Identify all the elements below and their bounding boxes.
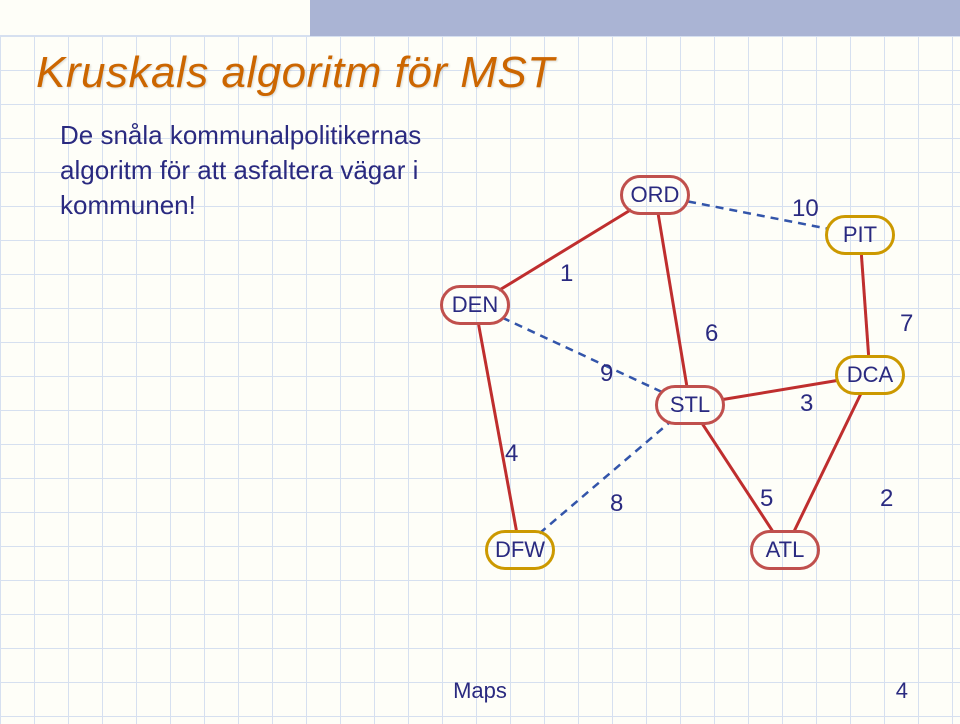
edge-weight-ord-pit: 10 — [792, 195, 819, 223]
footer-label: Maps — [0, 678, 960, 704]
node-dfw: DFW — [485, 530, 555, 570]
slide-title: Kruskals algoritm för MST — [36, 48, 555, 98]
node-stl: STL — [655, 385, 725, 425]
node-atl: ATL — [750, 530, 820, 570]
edge-weight-pit-dca: 7 — [900, 310, 913, 338]
mst-graph: ORD PIT DEN STL DCA DFW ATL 1 10 4 6 9 7 3 8 5 2 — [400, 150, 940, 630]
edge-weight-stl-atl: 5 — [760, 485, 773, 513]
edge-weight-dfw-stl: 8 — [610, 490, 623, 518]
edge-dfw-stl — [539, 422, 670, 534]
edge-weight-ord-stl: 6 — [705, 320, 718, 348]
edge-weight-den-dfw: 4 — [505, 440, 518, 468]
top-strip — [0, 0, 960, 36]
edge-weight-stl-dca: 3 — [800, 390, 813, 418]
edge-stl-atl — [702, 424, 772, 532]
edge-weight-den-ord: 1 — [560, 260, 573, 288]
node-ord: ORD — [620, 175, 690, 215]
slide-description: De snåla kommunalpolitikernas algoritm f… — [60, 118, 440, 223]
edge-weight-den-stl: 9 — [600, 360, 613, 388]
node-den: DEN — [440, 285, 510, 325]
edge-stl-dca — [724, 381, 837, 400]
page-number: 4 — [896, 678, 908, 704]
edge-den-stl — [502, 318, 663, 393]
edge-pit-dca — [861, 255, 868, 355]
node-pit: PIT — [825, 215, 895, 255]
node-dca: DCA — [835, 355, 905, 395]
edge-weight-dca-atl: 2 — [880, 485, 893, 513]
edge-den-dfw — [479, 325, 517, 530]
edge-ord-stl — [658, 215, 686, 385]
